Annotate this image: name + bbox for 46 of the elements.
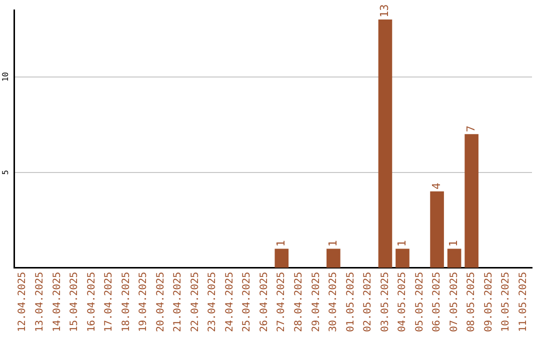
x-tick-label: 16.04.2025 [86,272,98,332]
x-tick-label: 12.04.2025 [17,272,28,332]
x-tick-label: 15.04.2025 [69,272,80,332]
x-tick-label: 13.04.2025 [34,272,46,332]
x-tick-label: 06.05.2025 [432,272,443,332]
x-tick-label: 24.04.2025 [224,272,236,332]
bar [378,20,392,268]
bar [464,134,478,268]
x-tick-label: 17.04.2025 [104,272,115,332]
x-tick-label: 14.04.2025 [52,272,63,332]
x-tick-label: 22.04.2025 [190,272,201,332]
data-label: 4 [430,182,443,190]
bar [447,248,462,268]
bar [274,248,289,268]
x-tick-label: 11.05.2025 [518,272,529,332]
data-label: 1 [395,240,408,247]
x-tick-label: 25.04.2025 [242,272,253,332]
y-tick-label: 10 [1,72,10,82]
x-tick-label: 05.05.2025 [414,272,426,332]
bar [396,248,410,268]
x-tick-label: 23.04.2025 [207,272,218,332]
x-tick-label: 07.05.2025 [448,272,460,332]
x-tick-label: 04.05.2025 [397,272,408,332]
x-tick-label: 03.05.2025 [380,272,391,332]
x-tick-label: 29.04.2025 [310,272,322,332]
x-tick-label: 19.04.2025 [138,272,150,332]
x-tick-label: 08.05.2025 [466,272,478,332]
x-tick-label: 21.04.2025 [172,272,184,332]
data-label: 13 [378,4,392,18]
x-tick-label: 27.04.2025 [276,272,288,332]
data-label: 7 [464,126,478,132]
y-tick-label: 5 [1,170,10,175]
x-tick-label: 02.05.2025 [362,272,374,332]
x-tick-label: 28.04.2025 [293,272,304,332]
x-tick-label: 18.04.2025 [120,272,132,332]
x-tick-label: 10.05.2025 [500,272,512,332]
x-tick-label: 09.05.2025 [483,272,494,332]
bar [326,248,340,268]
x-tick-label: 20.04.2025 [155,272,166,332]
data-label: 1 [274,240,288,247]
x-tick-label: 26.04.2025 [258,272,270,332]
x-tick-label: 30.04.2025 [328,272,340,332]
bar [430,191,444,268]
data-label: 1 [447,240,460,247]
x-tick-label: 01.05.2025 [345,272,356,332]
data-label: 1 [326,240,340,247]
